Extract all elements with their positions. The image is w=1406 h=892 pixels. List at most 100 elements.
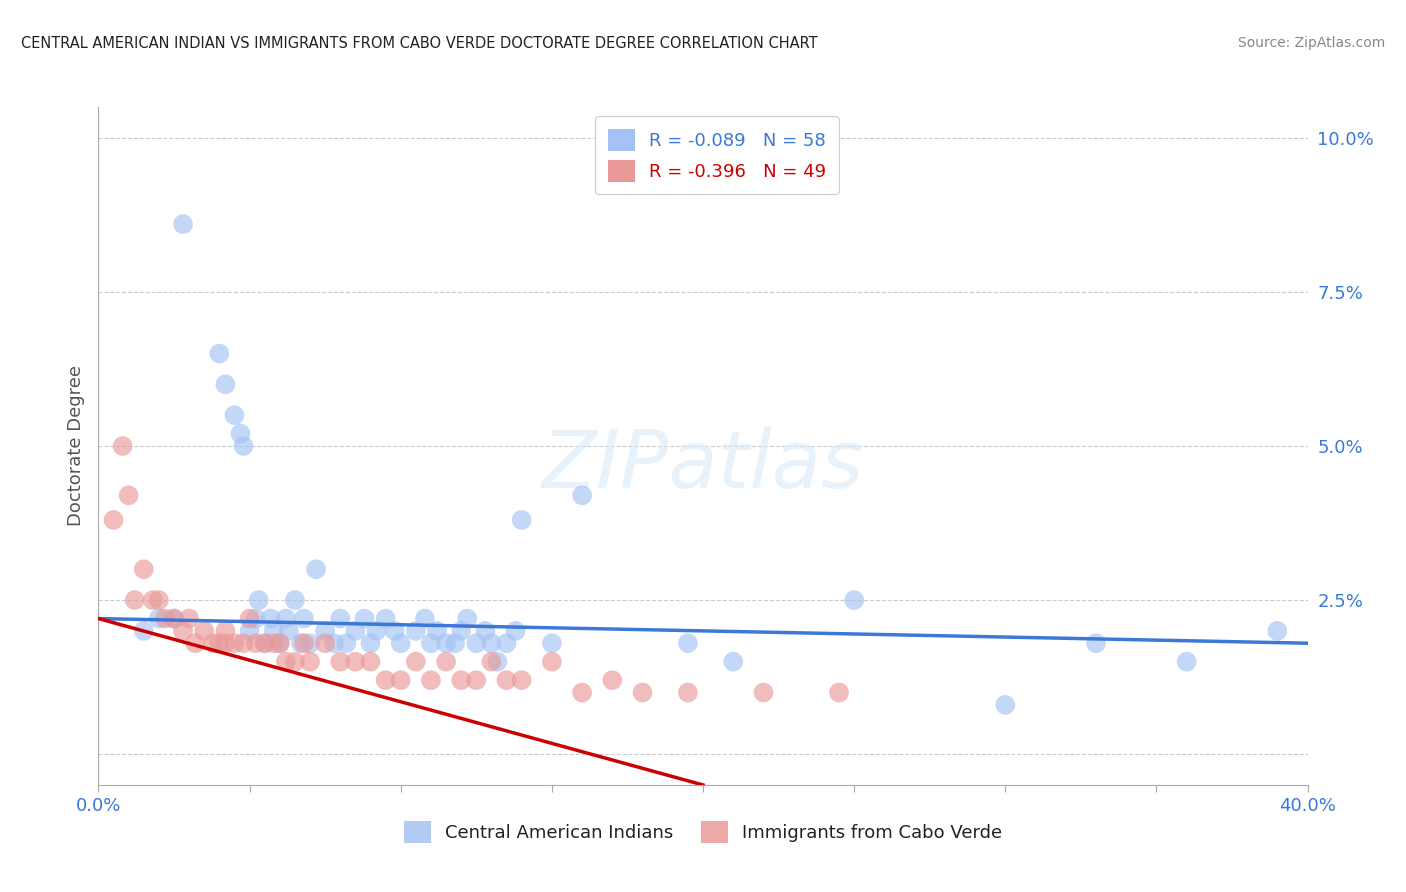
Point (434, 636, 457, 650)
Point (323, 636, 346, 650)
Point (474, 624, 496, 638)
Point (172, 217, 194, 231)
Point (723, 655, 745, 669)
Point (274, 611, 297, 625)
Point (405, 655, 427, 669)
Point (142, 593, 165, 607)
Point (299, 655, 322, 669)
Point (510, 673, 533, 688)
Point (277, 624, 299, 638)
Point (1085, 636, 1108, 650)
Point (465, 636, 488, 650)
Point (828, 685, 851, 699)
Point (1175, 655, 1198, 669)
Point (172, 624, 194, 638)
Point (353, 611, 375, 625)
Point (214, 377, 236, 392)
Text: ZIPatlas: ZIPatlas (541, 427, 865, 506)
Point (239, 624, 262, 638)
Point (124, 593, 146, 607)
Text: CENTRAL AMERICAN INDIAN VS IMMIGRANTS FROM CABO VERDE DOCTORATE DEGREE CORRELATI: CENTRAL AMERICAN INDIAN VS IMMIGRANTS FR… (21, 36, 818, 51)
Point (245, 611, 267, 625)
Point (495, 673, 517, 688)
Point (752, 685, 775, 699)
Point (510, 513, 533, 527)
Point (245, 636, 267, 650)
Point (426, 624, 449, 638)
Point (1267, 624, 1289, 638)
Point (118, 488, 141, 502)
Point (495, 636, 517, 650)
Point (148, 593, 170, 607)
Point (292, 611, 315, 625)
Point (456, 611, 478, 625)
Point (232, 636, 254, 650)
Point (153, 611, 176, 625)
Point (253, 636, 276, 650)
Point (434, 655, 457, 669)
Point (253, 636, 276, 650)
Point (202, 636, 225, 650)
Point (193, 624, 215, 638)
Point (232, 439, 254, 453)
Point (292, 636, 315, 650)
Point (111, 439, 134, 453)
Point (676, 685, 699, 699)
Point (450, 673, 472, 688)
Point (284, 593, 307, 607)
Point (360, 655, 382, 669)
Point (214, 636, 236, 650)
Point (229, 426, 252, 441)
Point (994, 698, 1017, 712)
Point (420, 636, 443, 650)
Point (247, 593, 270, 607)
Point (314, 624, 336, 638)
Point (132, 624, 155, 638)
Point (224, 636, 246, 650)
Point (413, 611, 436, 625)
Point (208, 346, 231, 360)
Point (274, 655, 297, 669)
Point (335, 636, 357, 650)
Point (179, 611, 201, 625)
Point (389, 673, 412, 688)
Point (540, 636, 562, 650)
Point (263, 624, 285, 638)
Y-axis label: Doctorate Degree: Doctorate Degree (66, 366, 84, 526)
Legend: Central American Indians, Immigrants from Cabo Verde: Central American Indians, Immigrants fro… (396, 814, 1010, 850)
Point (540, 655, 562, 669)
Point (329, 655, 352, 669)
Point (481, 655, 503, 669)
Point (384, 624, 406, 638)
Point (571, 685, 593, 699)
Point (344, 655, 367, 669)
Point (214, 624, 236, 638)
Point (163, 611, 186, 625)
Point (571, 488, 593, 502)
Point (481, 636, 503, 650)
Point (132, 562, 155, 576)
Point (374, 611, 396, 625)
Point (305, 562, 328, 576)
Point (444, 636, 467, 650)
Point (389, 636, 412, 650)
Point (148, 611, 170, 625)
Point (486, 655, 509, 669)
Point (676, 636, 699, 650)
Point (465, 673, 488, 688)
Point (505, 624, 527, 638)
Point (184, 636, 207, 650)
Point (314, 636, 336, 650)
Point (284, 655, 307, 669)
Point (263, 636, 285, 650)
Point (405, 624, 427, 638)
Point (329, 611, 352, 625)
Text: Source: ZipAtlas.com: Source: ZipAtlas.com (1237, 36, 1385, 50)
Point (260, 611, 283, 625)
Point (163, 611, 186, 625)
Point (224, 408, 246, 422)
Point (450, 624, 472, 638)
Point (208, 636, 231, 650)
Point (239, 611, 262, 625)
Point (344, 624, 367, 638)
